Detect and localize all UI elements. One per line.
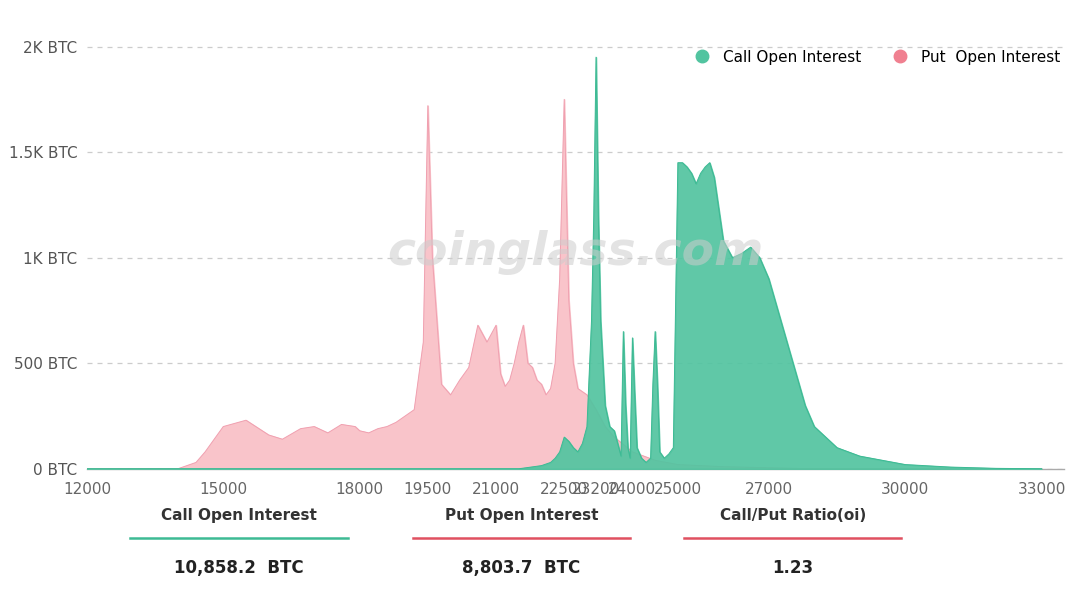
Text: coinglass.com: coinglass.com [388,230,763,275]
Text: Call Open Interest: Call Open Interest [161,508,317,523]
Legend: Call Open Interest, Put  Open Interest: Call Open Interest, Put Open Interest [681,44,1066,71]
Text: Put Open Interest: Put Open Interest [444,508,598,523]
Text: Call/Put Ratio(oi): Call/Put Ratio(oi) [720,508,866,523]
Text: 1.23: 1.23 [772,559,813,577]
Text: 8,803.7  BTC: 8,803.7 BTC [463,559,580,577]
Text: 10,858.2  BTC: 10,858.2 BTC [174,559,304,577]
